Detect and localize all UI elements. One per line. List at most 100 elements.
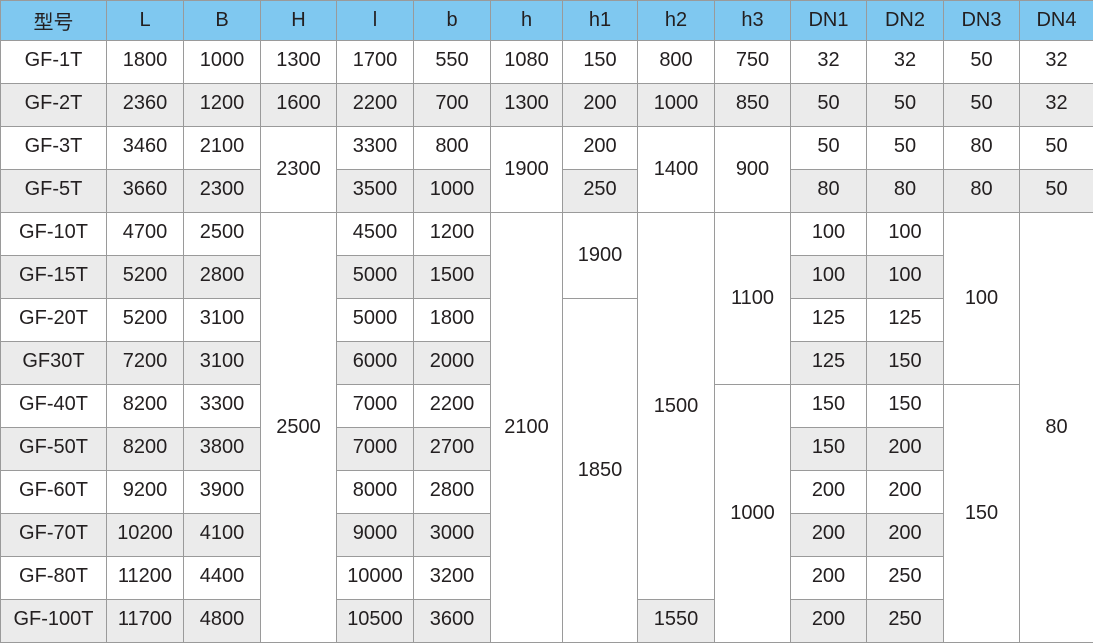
table-cell: 3000 — [414, 514, 491, 557]
table-cell: 100 — [791, 256, 867, 299]
table-cell: 5000 — [337, 256, 414, 299]
table-cell: 250 — [563, 170, 638, 213]
merged-cell: 1900 — [563, 213, 638, 299]
table-cell: 200 — [563, 84, 638, 127]
table-cell: 4400 — [184, 557, 261, 600]
table-cell: 80 — [944, 170, 1020, 213]
table-cell: 32 — [791, 41, 867, 84]
table-cell: 200 — [867, 471, 944, 514]
table-cell: 9200 — [107, 471, 184, 514]
table-cell: 80 — [867, 170, 944, 213]
column-header: 型号 — [1, 1, 107, 41]
table-cell: 1500 — [414, 256, 491, 299]
table-cell: 1300 — [491, 84, 563, 127]
table-cell: 10500 — [337, 600, 414, 643]
table-cell: 2500 — [184, 213, 261, 256]
model-cell: GF-5T — [1, 170, 107, 213]
column-header: DN1 — [791, 1, 867, 41]
table-cell: 11700 — [107, 600, 184, 643]
table-cell: 3600 — [414, 600, 491, 643]
table-cell: 50 — [944, 41, 1020, 84]
table-cell: 700 — [414, 84, 491, 127]
column-header: B — [184, 1, 261, 41]
table-cell: 150 — [563, 41, 638, 84]
table-cell: 1000 — [184, 41, 261, 84]
table-cell: 6000 — [337, 342, 414, 385]
table-cell: 100 — [791, 213, 867, 256]
table-cell: 50 — [944, 84, 1020, 127]
table-cell: 1000 — [414, 170, 491, 213]
table-cell: 2200 — [337, 84, 414, 127]
table-cell: 32 — [867, 41, 944, 84]
table-cell: 11200 — [107, 557, 184, 600]
table-cell: 200 — [791, 471, 867, 514]
table-cell: 7200 — [107, 342, 184, 385]
table-cell: 3100 — [184, 299, 261, 342]
table-cell: 3300 — [337, 127, 414, 170]
table-cell: 5200 — [107, 256, 184, 299]
table-cell: 150 — [867, 385, 944, 428]
column-header: DN2 — [867, 1, 944, 41]
table-cell: 3200 — [414, 557, 491, 600]
merged-cell: 80 — [1020, 213, 1093, 643]
column-header: h1 — [563, 1, 638, 41]
table-cell: 3460 — [107, 127, 184, 170]
column-header: b — [414, 1, 491, 41]
table-cell: 1550 — [638, 600, 715, 643]
column-header: h3 — [715, 1, 791, 41]
table-cell: 2800 — [414, 471, 491, 514]
table-cell: 125 — [791, 299, 867, 342]
merged-cell: 1900 — [491, 127, 563, 213]
table-cell: 1300 — [261, 41, 337, 84]
merged-cell: 1000 — [715, 385, 791, 643]
table-cell: 4800 — [184, 600, 261, 643]
table-cell: 200 — [867, 514, 944, 557]
table-cell: 2360 — [107, 84, 184, 127]
table-cell: 125 — [867, 299, 944, 342]
merged-cell: 1100 — [715, 213, 791, 385]
model-cell: GF-1T — [1, 41, 107, 84]
table-cell: 3900 — [184, 471, 261, 514]
table-cell: 8200 — [107, 385, 184, 428]
table-cell: 200 — [867, 428, 944, 471]
table-cell: 1000 — [638, 84, 715, 127]
table-cell: 32 — [1020, 41, 1093, 84]
table-cell: 8000 — [337, 471, 414, 514]
table-cell: 2300 — [184, 170, 261, 213]
table-cell: 750 — [715, 41, 791, 84]
table-cell: 200 — [791, 514, 867, 557]
column-header: H — [261, 1, 337, 41]
column-header: L — [107, 1, 184, 41]
table-cell: 5200 — [107, 299, 184, 342]
table-cell: 10000 — [337, 557, 414, 600]
merged-cell: 1850 — [563, 299, 638, 643]
table-cell: 800 — [414, 127, 491, 170]
table-cell: 1700 — [337, 41, 414, 84]
merged-cell: 1500 — [638, 213, 715, 600]
merged-cell: 2500 — [261, 213, 337, 643]
model-cell: GF-50T — [1, 428, 107, 471]
table-cell: 1200 — [184, 84, 261, 127]
model-cell: GF-70T — [1, 514, 107, 557]
merged-cell: 900 — [715, 127, 791, 213]
table-cell: 80 — [944, 127, 1020, 170]
table-cell: 200 — [563, 127, 638, 170]
table-cell: 250 — [867, 600, 944, 643]
column-header: h2 — [638, 1, 715, 41]
table-cell: 250 — [867, 557, 944, 600]
table-cell: 100 — [867, 213, 944, 256]
table-cell: 150 — [791, 428, 867, 471]
table-cell: 80 — [791, 170, 867, 213]
model-cell: GF-15T — [1, 256, 107, 299]
table-cell: 1600 — [261, 84, 337, 127]
model-cell: GF-40T — [1, 385, 107, 428]
model-cell: GF-60T — [1, 471, 107, 514]
table-cell: 150 — [867, 342, 944, 385]
